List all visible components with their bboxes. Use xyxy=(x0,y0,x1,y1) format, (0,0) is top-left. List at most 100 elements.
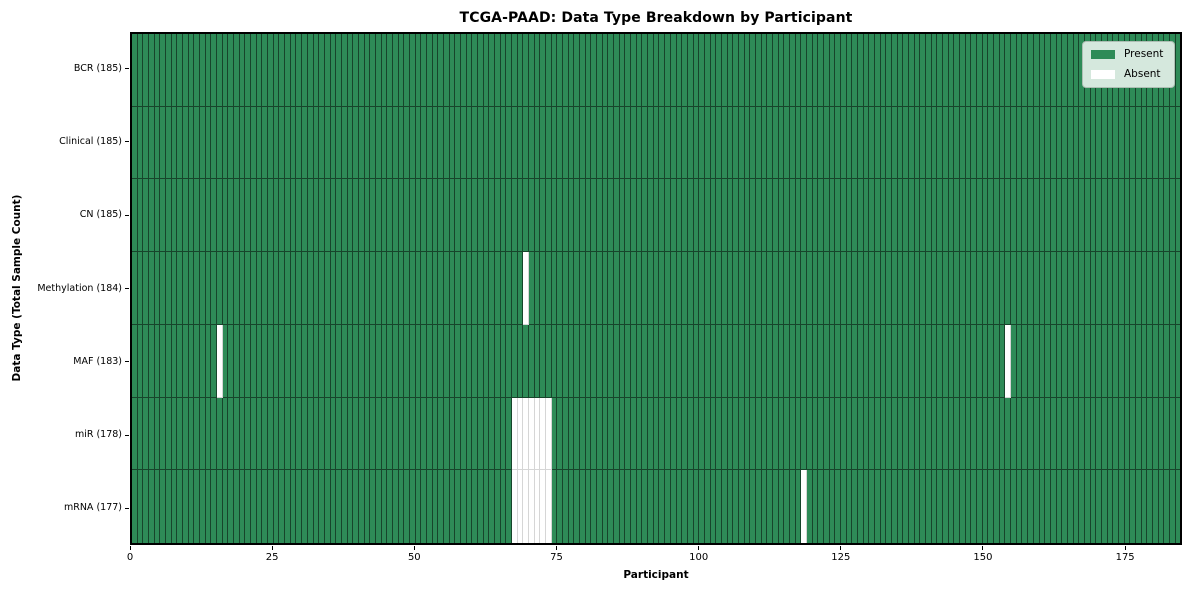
heatmap-cell xyxy=(330,252,337,325)
heatmap-cell xyxy=(1101,179,1108,253)
heatmap-cell xyxy=(1028,179,1034,253)
heatmap-cell xyxy=(217,470,223,544)
heatmap-cell xyxy=(971,470,978,544)
heatmap-cell xyxy=(551,34,558,107)
heatmap-cell xyxy=(477,397,484,471)
heatmap-cell xyxy=(903,470,910,544)
heatmap-cell xyxy=(1073,34,1080,107)
heatmap-cell xyxy=(829,179,836,253)
heatmap-cell xyxy=(982,470,989,544)
heatmap-cell xyxy=(1016,324,1023,398)
heatmap-cell xyxy=(336,324,342,398)
heatmap-cell xyxy=(143,324,150,398)
heatmap-cell xyxy=(999,106,1006,180)
heatmap-cell xyxy=(840,179,847,253)
heatmap-cell xyxy=(920,470,927,544)
heatmap-cell xyxy=(1158,470,1165,544)
heatmap-cell xyxy=(1118,397,1125,471)
heatmap-cell xyxy=(415,179,422,253)
heatmap-cell xyxy=(761,252,768,325)
heatmap-cell xyxy=(489,179,495,253)
heatmap-cell xyxy=(619,252,626,325)
heatmap-cell xyxy=(1164,179,1170,253)
heatmap-cell xyxy=(500,34,507,107)
heatmap-cell xyxy=(761,34,768,107)
heatmap-cell xyxy=(1050,324,1057,398)
heatmap-cell xyxy=(733,34,739,107)
heatmap-cell xyxy=(438,179,444,253)
heatmap-cell xyxy=(432,324,439,398)
heatmap-cell xyxy=(268,179,274,253)
heatmap-cell xyxy=(755,106,762,180)
heatmap-cell xyxy=(682,179,688,253)
heatmap-cell xyxy=(755,179,762,253)
heatmap-cell xyxy=(551,252,558,325)
x-tick-mark xyxy=(555,546,557,550)
heatmap-cell xyxy=(341,34,348,107)
heatmap-cell xyxy=(392,397,399,471)
heatmap-cell xyxy=(341,397,348,471)
heatmap-cell xyxy=(892,470,898,544)
heatmap-cell xyxy=(200,179,206,253)
heatmap-cell xyxy=(211,470,218,544)
heatmap-cell xyxy=(1175,179,1181,253)
heatmap-cell xyxy=(909,397,915,471)
heatmap-cell xyxy=(631,252,637,325)
heatmap-cell xyxy=(982,106,989,180)
heatmap-cell xyxy=(137,34,144,107)
heatmap-cell xyxy=(880,324,887,398)
heatmap-cell xyxy=(1005,34,1012,107)
heatmap-cell xyxy=(699,34,705,107)
heatmap-cell xyxy=(704,34,711,107)
heatmap-cell xyxy=(370,397,376,471)
heatmap-cell xyxy=(245,397,252,471)
heatmap-cell xyxy=(625,252,632,325)
heatmap-cell xyxy=(347,252,354,325)
heatmap-cell xyxy=(290,179,297,253)
heatmap-cell xyxy=(375,470,382,544)
heatmap-cell xyxy=(1050,106,1057,180)
heatmap-cell xyxy=(875,324,881,398)
heatmap-cell xyxy=(234,106,240,180)
heatmap-cell xyxy=(222,470,229,544)
heatmap-cell xyxy=(1016,397,1023,471)
heatmap-cell xyxy=(670,252,677,325)
x-tick-label: 50 xyxy=(407,552,421,563)
heatmap-cell xyxy=(659,324,666,398)
heatmap-cell xyxy=(687,179,694,253)
heatmap-cell xyxy=(580,34,586,107)
heatmap-cell xyxy=(869,179,876,253)
heatmap-cell xyxy=(926,324,932,398)
heatmap-cell xyxy=(948,179,955,253)
heatmap-cell xyxy=(846,34,853,107)
heatmap-cell xyxy=(943,34,949,107)
heatmap-cell xyxy=(648,470,654,544)
heatmap-cell xyxy=(631,324,637,398)
heatmap-cell xyxy=(784,470,790,544)
heatmap-cell xyxy=(829,106,836,180)
heatmap-cell xyxy=(1005,397,1012,471)
heatmap-cell xyxy=(937,470,944,544)
heatmap-cell xyxy=(557,179,564,253)
heatmap-cell xyxy=(523,179,530,253)
heatmap-cell xyxy=(869,34,876,107)
heatmap-cell xyxy=(653,106,660,180)
heatmap-cell xyxy=(1135,470,1142,544)
legend-label-present: Present xyxy=(1124,48,1164,60)
heatmap-cell xyxy=(954,324,961,398)
heatmap-cell xyxy=(727,470,734,544)
heatmap-cell xyxy=(648,34,654,107)
heatmap-cell xyxy=(392,252,399,325)
heatmap-cell xyxy=(858,179,864,253)
heatmap-cell xyxy=(642,397,649,471)
heatmap-cell xyxy=(897,34,904,107)
heatmap-cell xyxy=(426,397,433,471)
heatmap-cell xyxy=(886,324,893,398)
heatmap-cell xyxy=(772,470,779,544)
heatmap-cell xyxy=(1118,106,1125,180)
heatmap-cell xyxy=(823,106,830,180)
heatmap-cell xyxy=(160,324,167,398)
heatmap-cell xyxy=(1124,470,1131,544)
heatmap-cell xyxy=(682,34,688,107)
heatmap-cell xyxy=(358,324,365,398)
